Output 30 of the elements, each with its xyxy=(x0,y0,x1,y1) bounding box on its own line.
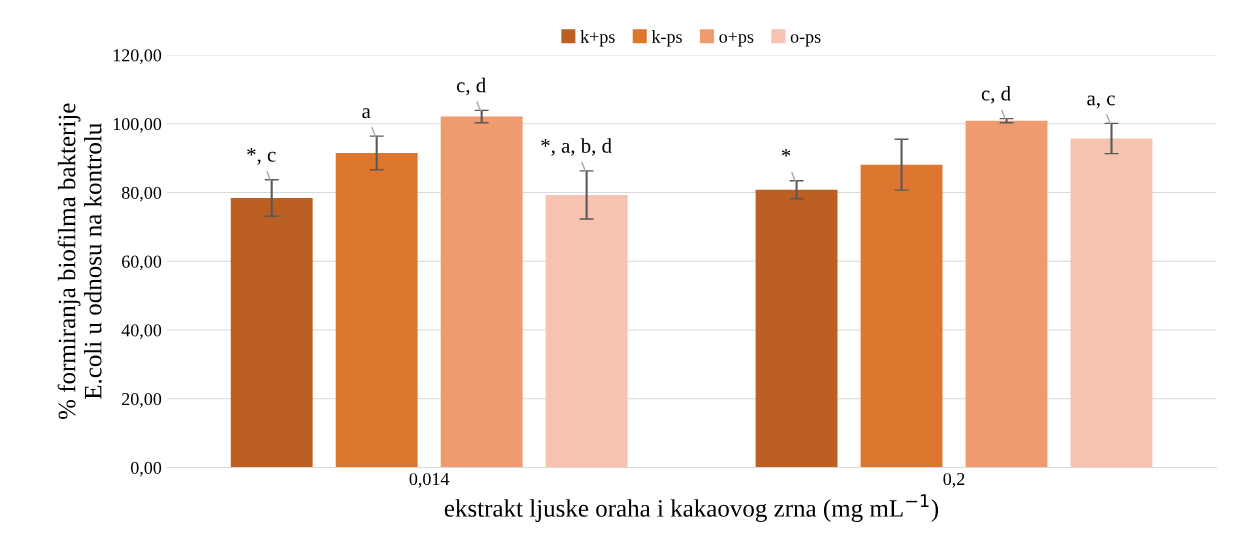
legend-label: k+ps xyxy=(580,30,615,47)
bar xyxy=(545,194,628,468)
data-label: c, d xyxy=(981,85,1011,104)
legend-label: o-ps xyxy=(790,34,821,47)
y-tick-label: 100,00 xyxy=(113,118,162,133)
y-tick-label: 80,00 xyxy=(121,186,162,202)
data-label: a xyxy=(362,108,371,119)
bar xyxy=(230,198,313,468)
x-tick-label: 0,2 xyxy=(943,472,965,488)
data-label: a, c xyxy=(1087,95,1115,109)
data-label: * xyxy=(781,148,791,157)
x-tick-label: 0,014 xyxy=(409,472,450,488)
legend-label: k-ps xyxy=(651,30,682,47)
x-axis-title: ekstrakt ljuske oraha i kakaovog zrna (mg mL$^{−1}$) xyxy=(444,494,939,523)
bar xyxy=(755,189,838,468)
bar xyxy=(965,120,1048,468)
bar xyxy=(335,152,418,468)
data-label: c, d xyxy=(456,77,486,96)
y-tick-label: 20,00 xyxy=(122,393,162,408)
bar xyxy=(440,116,523,468)
legend-label: o+ps xyxy=(719,32,754,47)
data-label: *, c xyxy=(247,147,276,165)
data-label: *, a, b, d xyxy=(541,138,612,156)
bar xyxy=(1070,138,1153,468)
y-tick-label: 40,00 xyxy=(121,324,162,340)
y-tick-label: 120,00 xyxy=(113,49,162,65)
y-axis-title: % formiranja biofilma bakterije E.coli u odnosu na kontrolu xyxy=(57,103,102,420)
y-tick-label: 0,00 xyxy=(130,461,162,477)
y-tick-label: 60,00 xyxy=(122,255,162,271)
bar xyxy=(860,164,943,468)
